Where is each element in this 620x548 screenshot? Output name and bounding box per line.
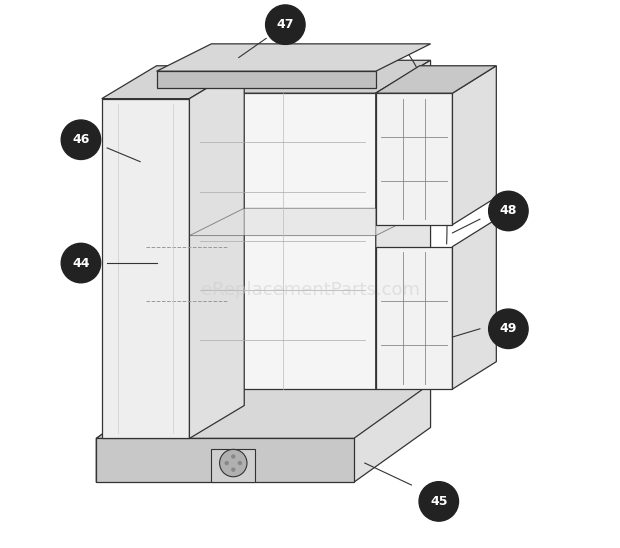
Circle shape: [231, 454, 236, 459]
Text: 49: 49: [500, 322, 517, 335]
Circle shape: [224, 461, 229, 465]
Text: 46: 46: [73, 133, 90, 146]
Polygon shape: [376, 60, 430, 389]
Polygon shape: [102, 99, 190, 438]
Polygon shape: [190, 60, 430, 93]
Circle shape: [219, 449, 247, 477]
Polygon shape: [190, 66, 244, 438]
Polygon shape: [376, 247, 453, 389]
Circle shape: [489, 309, 528, 349]
Polygon shape: [96, 438, 354, 482]
Polygon shape: [157, 71, 376, 88]
Circle shape: [61, 243, 100, 283]
Circle shape: [265, 5, 305, 44]
Polygon shape: [96, 384, 430, 482]
Polygon shape: [96, 384, 430, 438]
Circle shape: [61, 120, 100, 159]
Polygon shape: [453, 66, 497, 225]
Polygon shape: [102, 66, 244, 99]
Polygon shape: [376, 66, 497, 93]
Polygon shape: [157, 44, 430, 71]
Circle shape: [489, 191, 528, 231]
Circle shape: [231, 467, 236, 472]
Circle shape: [237, 461, 242, 465]
Text: 47: 47: [277, 18, 294, 31]
Text: eReplacementParts.com: eReplacementParts.com: [200, 282, 420, 299]
Text: 44: 44: [72, 256, 90, 270]
Polygon shape: [453, 219, 497, 389]
Polygon shape: [211, 449, 255, 482]
Text: 48: 48: [500, 204, 517, 218]
Polygon shape: [190, 93, 376, 389]
Circle shape: [419, 482, 459, 521]
Text: 45: 45: [430, 495, 448, 508]
Polygon shape: [190, 208, 430, 236]
Polygon shape: [376, 93, 453, 225]
